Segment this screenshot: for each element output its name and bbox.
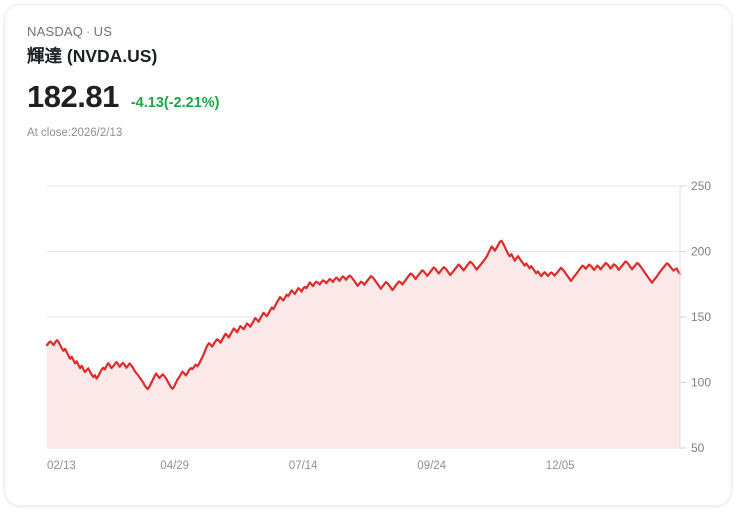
price-chart[interactable]: 250 200 150 100 50 02/13 04/29 07/14 09/24 12/05: [5, 165, 732, 485]
current-price: 182.81: [27, 79, 119, 114]
price-chart-svg[interactable]: 250 200 150 100 50 02/13 04/29 07/14 09/24 12/05: [5, 165, 732, 485]
x-axis-tick-label: 04/29: [160, 460, 189, 472]
chart-price-line: [45, 239, 682, 391]
y-axis-tick-label: 250: [691, 179, 711, 193]
x-axis-tick-label: 02/13: [47, 460, 76, 472]
y-axis-tick-label: 100: [691, 376, 711, 390]
market-status-note: At close:2026/2/13: [27, 127, 123, 139]
exchange-separator: ·: [86, 24, 91, 39]
price-row: 182.81 -4.13(-2.21%): [27, 80, 711, 114]
area-fill-path: [47, 240, 680, 448]
chart-area-fill: [47, 240, 680, 448]
chart-y-axis-labels: 250 200 150 100 50: [691, 179, 711, 455]
y-axis-tick-label: 50: [691, 441, 705, 455]
page-title: 輝達 (NVDA.US): [27, 46, 158, 66]
exchange-line: NASDAQ · US: [27, 23, 711, 41]
exchange-name: NASDAQ: [27, 24, 84, 39]
exchange-region: US: [93, 24, 113, 39]
price-change: -4.13(-2.21%): [130, 95, 220, 111]
x-axis-tick-label: 07/14: [289, 460, 318, 472]
chart-x-axis-labels: 02/13 04/29 07/14 09/24 12/05: [47, 460, 575, 472]
x-axis-tick-label: 09/24: [417, 460, 446, 472]
y-axis-tick-label: 200: [691, 245, 711, 259]
price-line-path: [45, 239, 682, 391]
x-axis-tick-label: 12/05: [546, 460, 575, 472]
quote-header: NASDAQ · US 輝達 (NVDA.US) 182.81 -4.13(-2.2…: [27, 23, 711, 141]
y-axis-tick-label: 150: [691, 310, 711, 324]
stock-quote-card: NASDAQ · US 輝達 (NVDA.US) 182.81 -4.13(-2.2…: [4, 4, 732, 506]
